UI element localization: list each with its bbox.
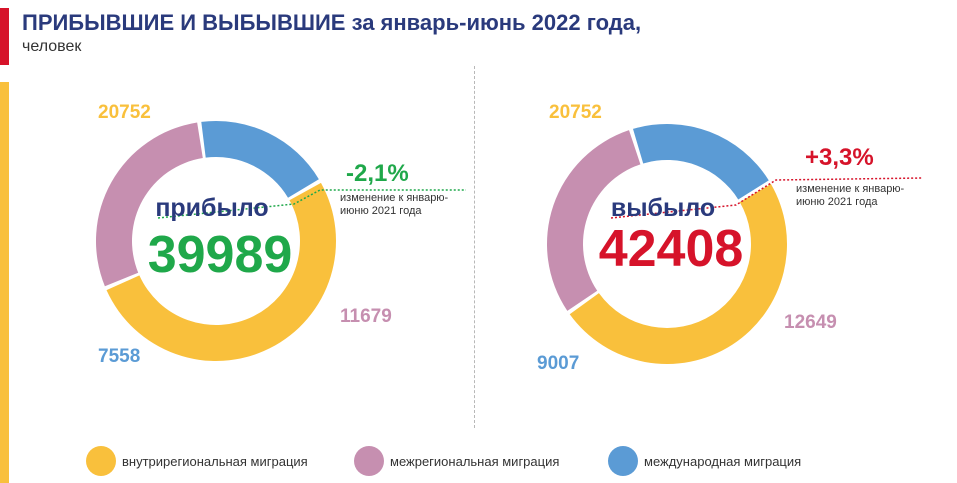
legend-label-interregional: межрегиональная миграция: [390, 453, 560, 469]
donut-0-value-label-interregional: 11679: [340, 306, 392, 327]
legend-swatch-intraregional: [86, 446, 116, 476]
legend-label-intraregional: внутрирегиональная миграция: [122, 453, 308, 469]
legend-label-international: международная миграция: [644, 453, 802, 469]
charts-divider: [474, 66, 475, 428]
legend-intraregional: внутрирегиональная миграция: [86, 446, 308, 476]
donut-1-value-label-intraregional: 20752: [549, 102, 602, 123]
donut-1-value-label-interregional: 12649: [784, 312, 837, 333]
donut-1-segment-international: [632, 124, 769, 200]
donut-1-total: 42408: [599, 220, 744, 278]
donut-0-total: 39989: [148, 226, 293, 284]
donut-1-change-note-line-0: изменение к январю-: [796, 183, 905, 195]
donut-1-segment-interregional: [547, 130, 641, 311]
donut-0-value-label-intraregional: 20752: [98, 102, 151, 123]
donut-0-leader-line: [157, 189, 466, 219]
legend-swatch-international: [608, 446, 638, 476]
donut-0-change-value: -2,1%: [346, 160, 409, 187]
donut-0-value-label-international: 7558: [98, 346, 140, 367]
donut-1-change-note-line-1: июню 2021 года: [796, 196, 878, 208]
donut-0-segment-interregional: [95, 122, 203, 287]
legend-swatch-interregional: [354, 446, 384, 476]
title-bold: ПРИБЫВШИЕ И ВЫБЫВШИЕ: [22, 10, 346, 35]
accent-bar-red: [0, 8, 9, 65]
title-period: за январь-июнь 2022 года,: [351, 10, 642, 35]
donut-0-change-note-line-1: июню 2021 года: [340, 205, 422, 217]
unit-label: человек: [22, 38, 82, 55]
donut-1-change-value: +3,3%: [805, 144, 874, 171]
donut-1-value-label-international: 9007: [537, 353, 579, 374]
legend-interregional: межрегиональная миграция: [354, 446, 559, 476]
page-title: ПРИБЫВШИЕ И ВЫБЫВШИЕ за январь-июнь 2022…: [22, 10, 641, 36]
donut-0-center-label: прибыло: [155, 194, 268, 222]
donut-0-segment-international: [201, 121, 319, 198]
donut-0-segment-intraregional: [106, 182, 336, 361]
accent-bar-yellow: [0, 82, 9, 483]
donut-0-change-note-line-0: изменение к январю-: [340, 192, 449, 204]
donut-1-center-label: выбыло: [611, 194, 715, 222]
donut-1-leader-line: [610, 177, 923, 219]
donut-1-segment-intraregional: [569, 184, 787, 364]
legend-international: международная миграция: [608, 446, 801, 476]
